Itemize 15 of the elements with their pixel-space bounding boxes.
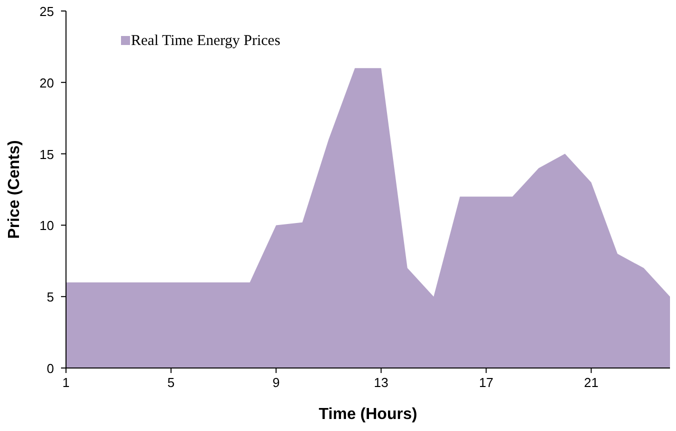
x-axis-title: Time (Hours): [318, 406, 418, 423]
x-tick-label: 9: [272, 375, 280, 390]
y-tick-label: 25: [40, 4, 54, 19]
y-axis-title: Price (Cents): [6, 140, 23, 239]
y-tick-label: 0: [46, 361, 54, 376]
x-tick-label: 17: [478, 375, 494, 390]
x-tick-label: 21: [584, 375, 598, 390]
y-tick-label: 10: [40, 218, 54, 234]
y-tick-label: 5: [46, 290, 54, 305]
y-tick-label: 15: [40, 146, 54, 162]
legend-label: Real Time Energy Prices: [131, 33, 280, 49]
x-tick-label: 5: [167, 375, 175, 390]
x-tick-label: 13: [374, 375, 388, 390]
y-tick-label: 20: [40, 75, 54, 90]
x-tick-label: 1: [62, 375, 70, 390]
